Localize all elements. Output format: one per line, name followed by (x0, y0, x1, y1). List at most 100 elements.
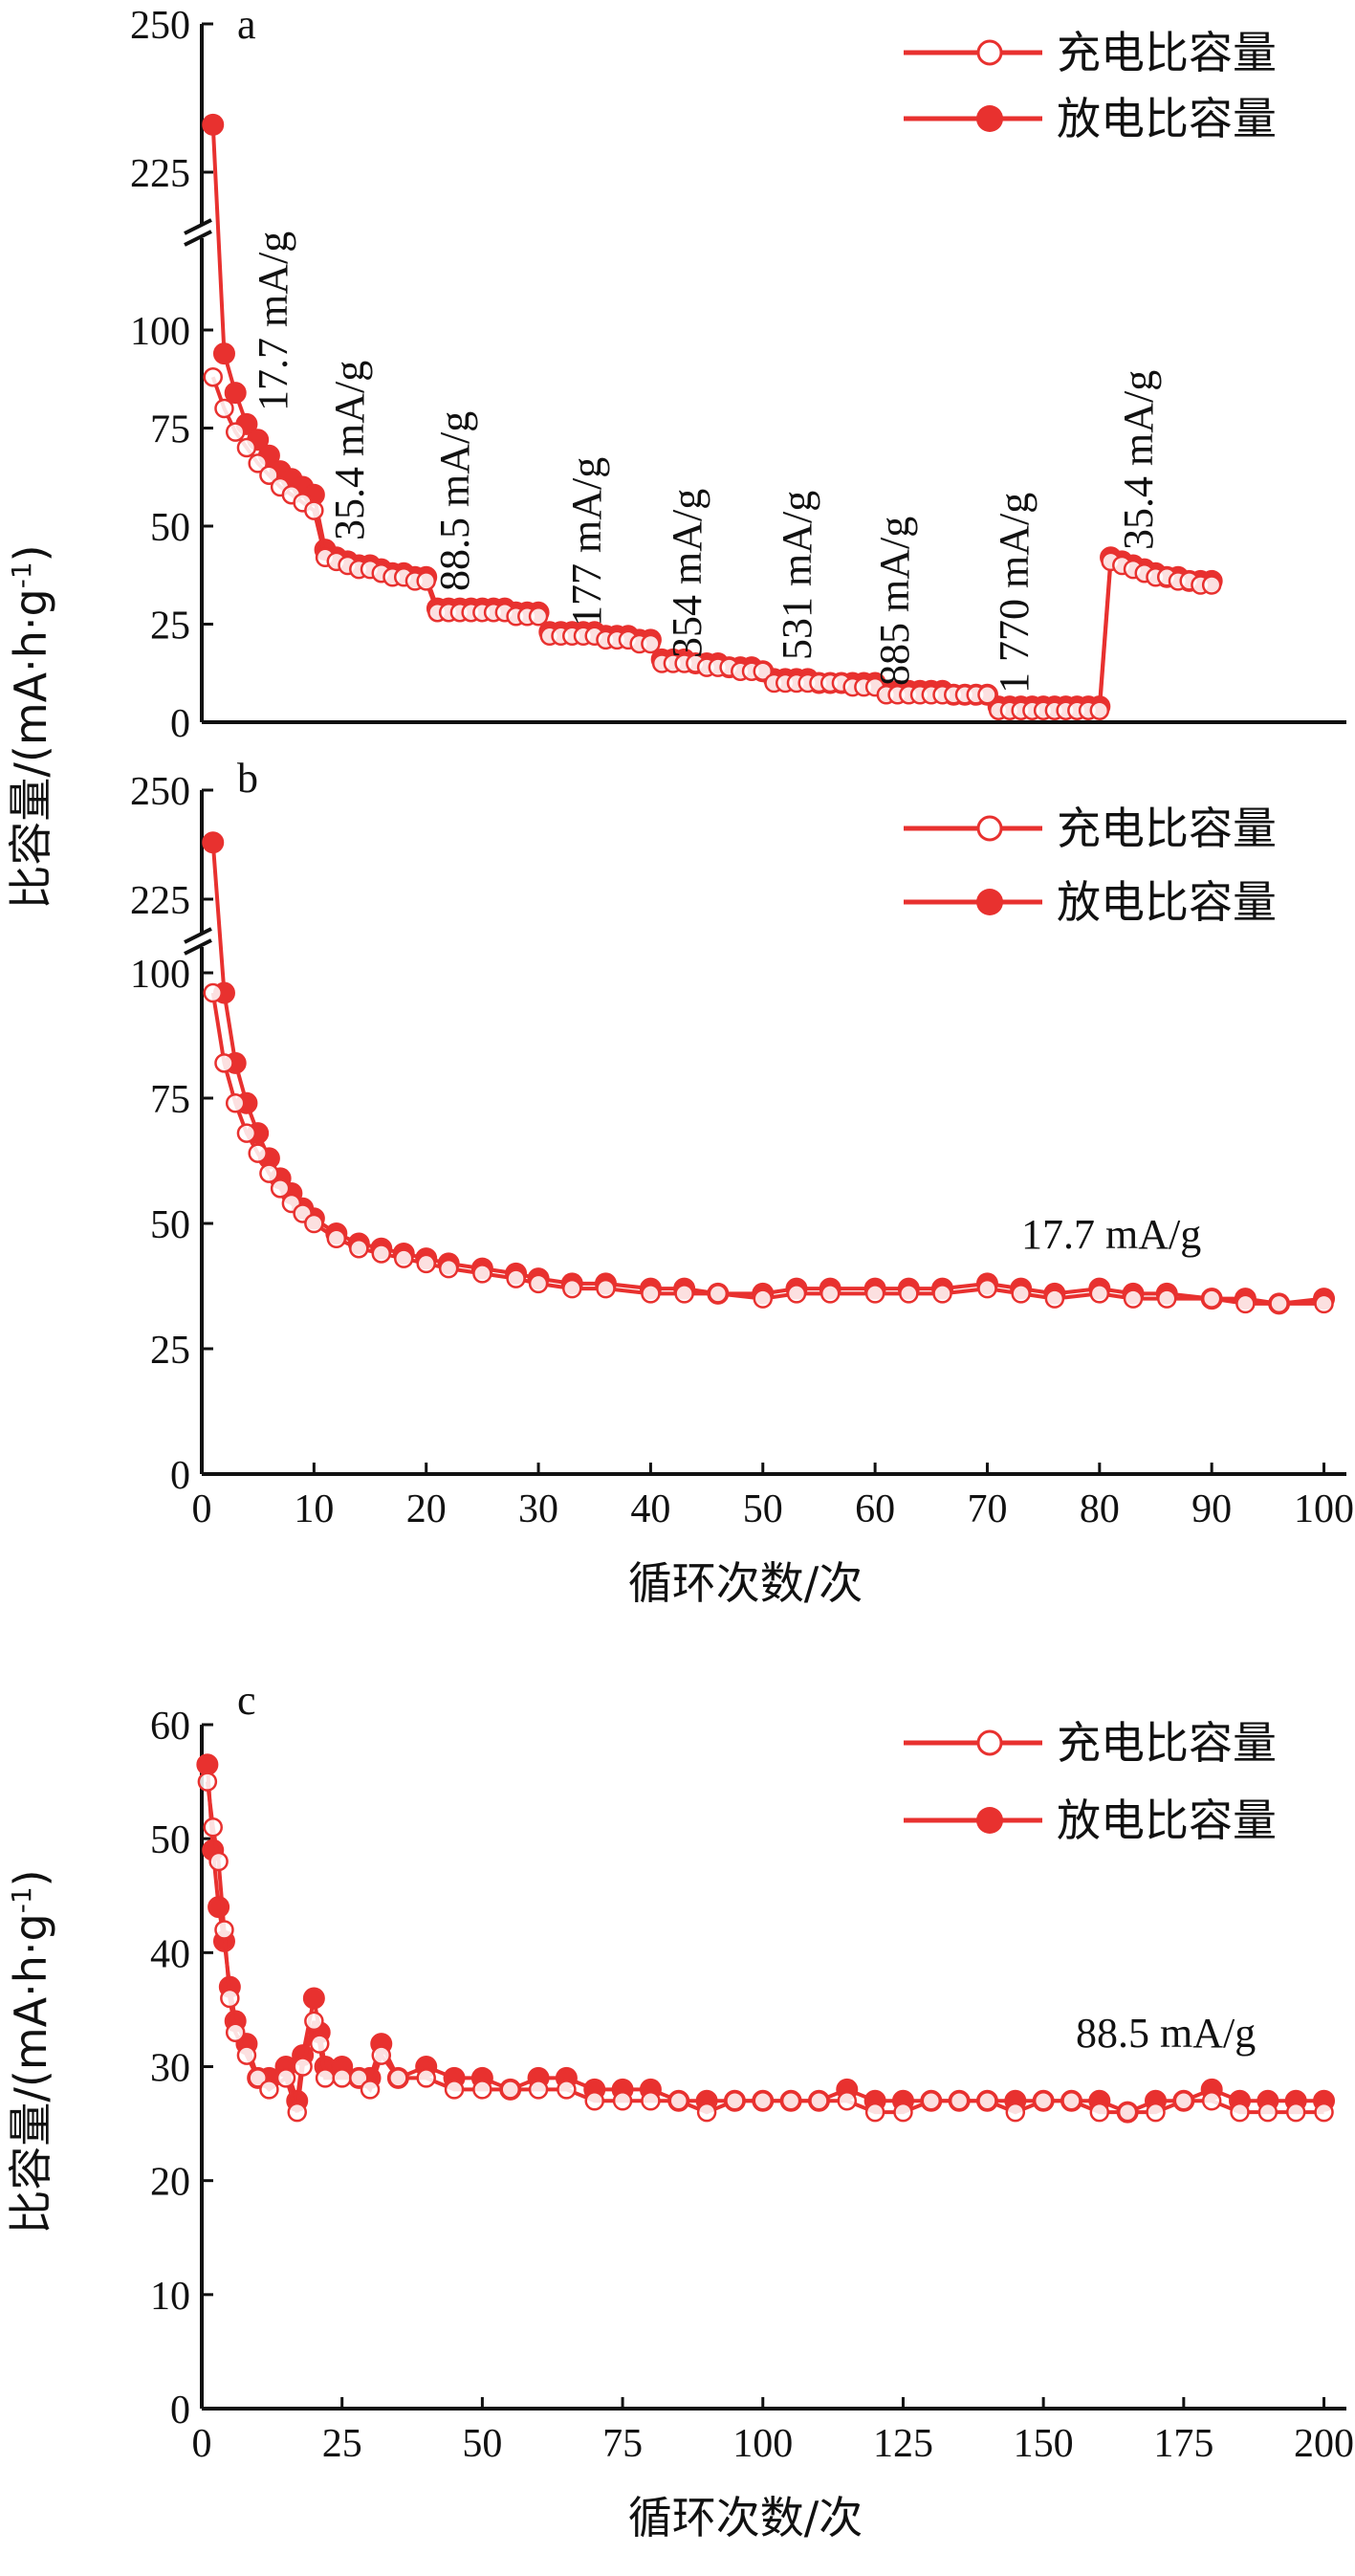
data-point (1173, 2091, 1194, 2111)
y-tick-label: 40 (150, 1932, 190, 1976)
data-point (203, 982, 223, 1003)
data-point (1089, 1284, 1110, 1304)
data-point (1201, 2091, 1222, 2111)
y-tick-label: 50 (150, 1818, 190, 1862)
data-point (444, 2080, 465, 2100)
x-tick-label: 70 (967, 1487, 1007, 1531)
data-point (500, 2080, 520, 2100)
y-tick-label: 25 (150, 1329, 190, 1373)
data-point (562, 1278, 582, 1299)
data-point (304, 1213, 324, 1234)
x-tick-label: 50 (462, 2422, 502, 2466)
y-tick-label: 0 (170, 702, 190, 746)
axis-break-mark (184, 230, 212, 247)
x-axis-title: 循环次数/次 (628, 1557, 863, 1609)
rate-annotation: 35.4 mA/g (1115, 370, 1162, 550)
data-point (472, 2080, 492, 2100)
data-point (236, 2045, 257, 2065)
legend-marker-open (976, 39, 1003, 66)
data-point (259, 1163, 279, 1183)
rate-annotation: 531 mA/g (774, 491, 820, 660)
data-point (1033, 2091, 1054, 2111)
data-point (506, 1268, 526, 1288)
data-point (1230, 2102, 1250, 2123)
series-charge (203, 982, 1334, 1314)
data-point (388, 2068, 408, 2088)
rate-annotation: 885 mA/g (871, 517, 918, 686)
data-point (977, 1278, 997, 1299)
axis-break-mark (184, 938, 212, 956)
y-tick-label: 20 (150, 2161, 190, 2205)
y-tick-label: 75 (150, 408, 190, 452)
legend-label: 充电比容量 (1057, 27, 1277, 78)
data-point (864, 1284, 885, 1304)
data-point (864, 2102, 885, 2123)
data-point (349, 1238, 369, 1259)
legend-label: 充电比容量 (1057, 803, 1277, 854)
data-point (416, 2068, 436, 2088)
data-point (225, 2022, 246, 2042)
data-point (259, 465, 279, 485)
data-point (360, 2080, 381, 2100)
x-tick-label: 25 (322, 2422, 362, 2466)
data-point (349, 2068, 369, 2088)
data-point (236, 1123, 257, 1143)
y-title-close: ) (5, 1869, 56, 1886)
data-point (309, 2034, 330, 2054)
data-point (275, 2068, 296, 2088)
x-tick-label: 40 (630, 1487, 670, 1531)
data-point (696, 2102, 717, 2123)
data-point (708, 1284, 729, 1304)
data-point (202, 831, 225, 854)
x-tick-label: 75 (602, 2422, 643, 2466)
x-tick-label: 100 (732, 2422, 793, 2466)
legend-label: 放电比容量 (1057, 93, 1277, 144)
data-point (293, 2057, 313, 2077)
y-title-sup: -1 (6, 561, 37, 588)
x-tick-label: 125 (873, 2422, 933, 2466)
data-point (287, 2102, 307, 2123)
data-point (248, 2068, 268, 2088)
x-tick-label: 60 (855, 1487, 895, 1531)
data-point (248, 453, 268, 473)
data-point (1285, 2102, 1306, 2123)
axis-break-mark (184, 927, 212, 944)
rate-annotation: 17.7 mA/g (250, 231, 296, 411)
data-point (612, 2091, 633, 2111)
y-title-main: 比容量/(mA·h·g (5, 1913, 56, 2234)
data-point (809, 2091, 829, 2111)
data-point (977, 685, 997, 705)
data-point (208, 1896, 230, 1919)
data-point (1314, 2102, 1334, 2123)
y-tick-label: 0 (170, 2389, 190, 2433)
data-point (1201, 1288, 1222, 1309)
axis-break-mark (184, 218, 212, 235)
y-tick-label: 60 (150, 1705, 190, 1749)
data-point (202, 113, 225, 136)
data-point (326, 1228, 347, 1248)
data-point (893, 2102, 913, 2123)
data-point (393, 1248, 414, 1268)
data-point (416, 1253, 436, 1274)
data-point (780, 2091, 801, 2111)
data-point (302, 1987, 325, 2010)
data-point (214, 398, 234, 419)
data-point (1156, 1288, 1177, 1309)
y-tick-label: 10 (150, 2275, 190, 2319)
legend-marker-filled (976, 889, 1003, 915)
data-point (1011, 1284, 1031, 1304)
x-tick-label: 20 (406, 1487, 447, 1531)
data-point (528, 606, 549, 627)
rate-annotation: 88.5 mA/g (1076, 2010, 1256, 2057)
legend-marker-filled (976, 1807, 1003, 1834)
data-point (1123, 1288, 1144, 1309)
y-tick-label: 225 (130, 879, 190, 923)
y-axis-title-c: 比容量/(mA·h·g-1) (5, 1869, 56, 2234)
data-point (641, 633, 661, 654)
y-tick-label: 50 (150, 506, 190, 550)
panel-c: 0 10 20 30 40 50 60 0 25 50 75 100 125 150 175 200 循环次数/… (150, 1677, 1354, 2543)
x-tick-label: 50 (743, 1487, 783, 1531)
data-point (197, 1772, 218, 1792)
data-point (1146, 2102, 1166, 2123)
